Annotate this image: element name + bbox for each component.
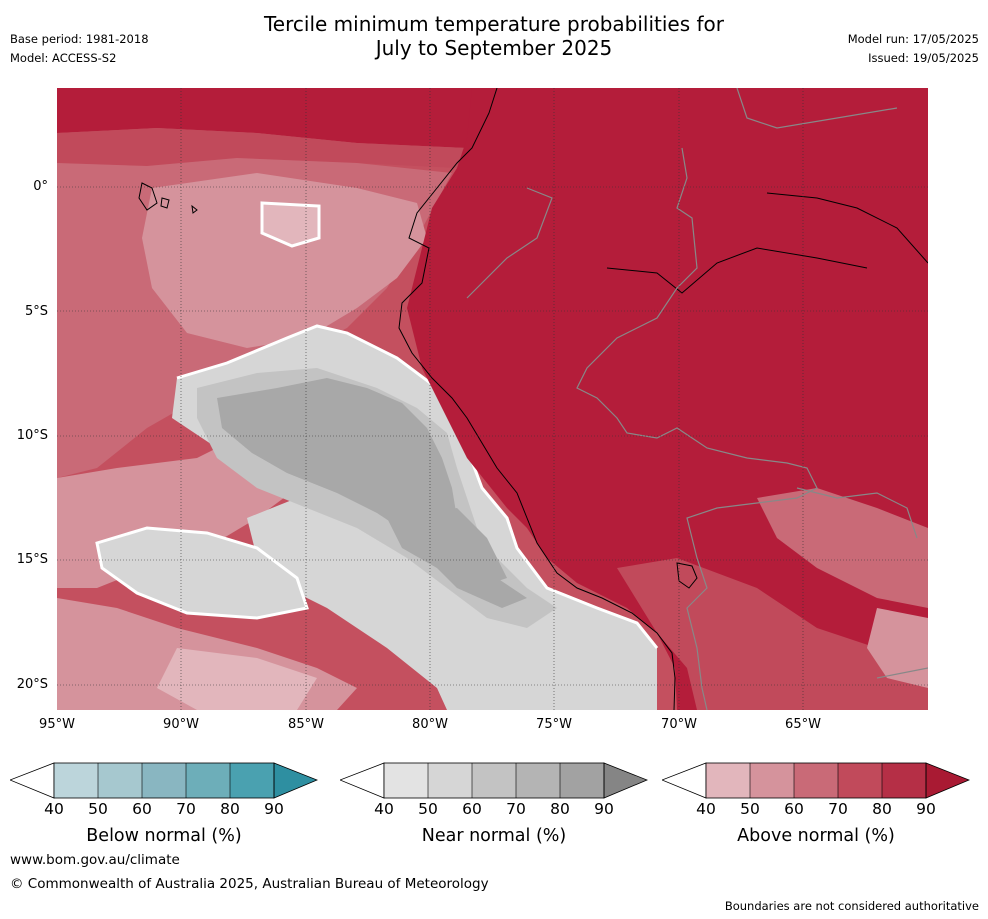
- model-run-text: Model run: 17/05/2025: [847, 32, 979, 46]
- lon-label-70w: 70°W: [661, 717, 697, 732]
- map-title-line-2: July to September 2025: [375, 36, 613, 60]
- legend-near-tick-40: 40: [374, 800, 394, 818]
- legend-below-swatch-3: [142, 763, 186, 798]
- lake-titicaca-shape: [676, 562, 698, 589]
- near-normal-west-boundary-line: [95, 526, 309, 620]
- amazon-river-line: [606, 192, 928, 294]
- equatorial-island-boundary-line: [260, 201, 321, 248]
- land-60-area: [757, 488, 928, 608]
- country-borders: [466, 88, 928, 710]
- lon-label-85w: 85°W: [288, 717, 324, 732]
- legend-above-tick-70: 70: [828, 800, 848, 818]
- lat-label-20s: 20°S: [16, 677, 48, 692]
- coastline: [398, 88, 676, 710]
- legend-near-tick-60: 60: [462, 800, 482, 818]
- lon-label-75w: 75°W: [536, 717, 572, 732]
- legend-above-swatch-3: [794, 763, 838, 798]
- land-50-area: [867, 608, 928, 688]
- legend-near-normal: [340, 762, 648, 800]
- ocean-50-area-north: [142, 173, 427, 348]
- legend-near-tick-70: 70: [506, 800, 526, 818]
- lat-label-10s: 10°S: [16, 428, 48, 443]
- legend-near-max-arrow: [603, 762, 648, 799]
- legend-above-tick-40: 40: [696, 800, 716, 818]
- legend-below-tick-60: 60: [132, 800, 152, 818]
- south-america-land: [407, 88, 928, 710]
- legend-near-title: Near normal (%): [421, 826, 567, 846]
- legend-above-max-arrow: [925, 762, 970, 799]
- legend-above-swatch-1: [706, 763, 750, 798]
- lat-label-15s: 15°S: [16, 552, 48, 567]
- legend-above-title: Above normal (%): [737, 826, 895, 846]
- lat-label-0: 0°: [33, 179, 48, 194]
- legend-near-colorbar: [340, 762, 648, 799]
- legend-near-tick-50: 50: [418, 800, 438, 818]
- legend-above-swatch-4: [838, 763, 882, 798]
- legend-near-tick-90: 90: [594, 800, 614, 818]
- legend-below-swatch-4: [186, 763, 230, 798]
- legend-below-title: Below normal (%): [86, 826, 242, 846]
- issued-text: Issued: 19/05/2025: [868, 51, 979, 65]
- legend-below-normal: [10, 762, 318, 800]
- legend-above-normal: [662, 762, 970, 800]
- legend-near-tick-80: 80: [550, 800, 570, 818]
- graticule: [57, 88, 928, 710]
- legend-above-colorbar: [662, 762, 970, 799]
- base-period-text: Base period: 1981-2018: [10, 32, 149, 46]
- map-canvas: [57, 88, 928, 710]
- legend-below-colorbar: [10, 762, 318, 799]
- legend-near-swatch-1: [384, 763, 428, 798]
- northern-high-band: [57, 88, 477, 148]
- legend-above-swatch-5: [882, 763, 926, 798]
- disclaimer-text: Boundaries are not considered authoritat…: [724, 899, 979, 913]
- copyright-text: © Commonwealth of Australia 2025, Austra…: [10, 876, 489, 892]
- legend-below-tick-90: 90: [264, 800, 284, 818]
- legend-below-swatch-2: [98, 763, 142, 798]
- legend-below-swatch-1: [54, 763, 98, 798]
- legend-near-swatch-2: [428, 763, 472, 798]
- legend-above-min-arrow: [662, 762, 707, 799]
- northern-70-band: [57, 128, 467, 168]
- legend-below-min-arrow: [10, 762, 55, 799]
- legend-above-tick-50: 50: [740, 800, 760, 818]
- legend-below-tick-50: 50: [88, 800, 108, 818]
- near-normal-region-west: [97, 528, 307, 618]
- probability-map: [57, 88, 928, 710]
- website-link[interactable]: www.bom.gov.au/climate: [10, 852, 180, 868]
- map-title-line-1: Tercile minimum temperature probabilitie…: [263, 12, 725, 36]
- lon-label-95w: 95°W: [39, 717, 75, 732]
- legend-above-swatch-2: [750, 763, 794, 798]
- legend-above-tick-80: 80: [872, 800, 892, 818]
- lon-label-65w: 65°W: [785, 717, 821, 732]
- ocean-40-area-south: [157, 648, 317, 710]
- legend-near-min-arrow: [340, 762, 385, 799]
- legend-near-swatch-3: [472, 763, 516, 798]
- legend-below-tick-70: 70: [176, 800, 196, 818]
- ocean-40-area-north: [262, 203, 319, 246]
- legend-below-swatch-5: [230, 763, 274, 798]
- legend-above-tick-60: 60: [784, 800, 804, 818]
- model-text: Model: ACCESS-S2: [10, 51, 117, 65]
- lon-label-80w: 80°W: [412, 717, 448, 732]
- legend-below-tick-40: 40: [44, 800, 64, 818]
- lon-label-90w: 90°W: [163, 717, 199, 732]
- land-70-area: [617, 558, 928, 710]
- legend-near-swatch-5: [560, 763, 604, 798]
- near-normal-70-area-south: [387, 508, 507, 588]
- legend-above-tick-90: 90: [916, 800, 936, 818]
- legend-below-tick-80: 80: [220, 800, 240, 818]
- lat-label-5s: 5°S: [24, 304, 48, 319]
- legend-below-max-arrow: [273, 762, 318, 799]
- legend-near-swatch-4: [516, 763, 560, 798]
